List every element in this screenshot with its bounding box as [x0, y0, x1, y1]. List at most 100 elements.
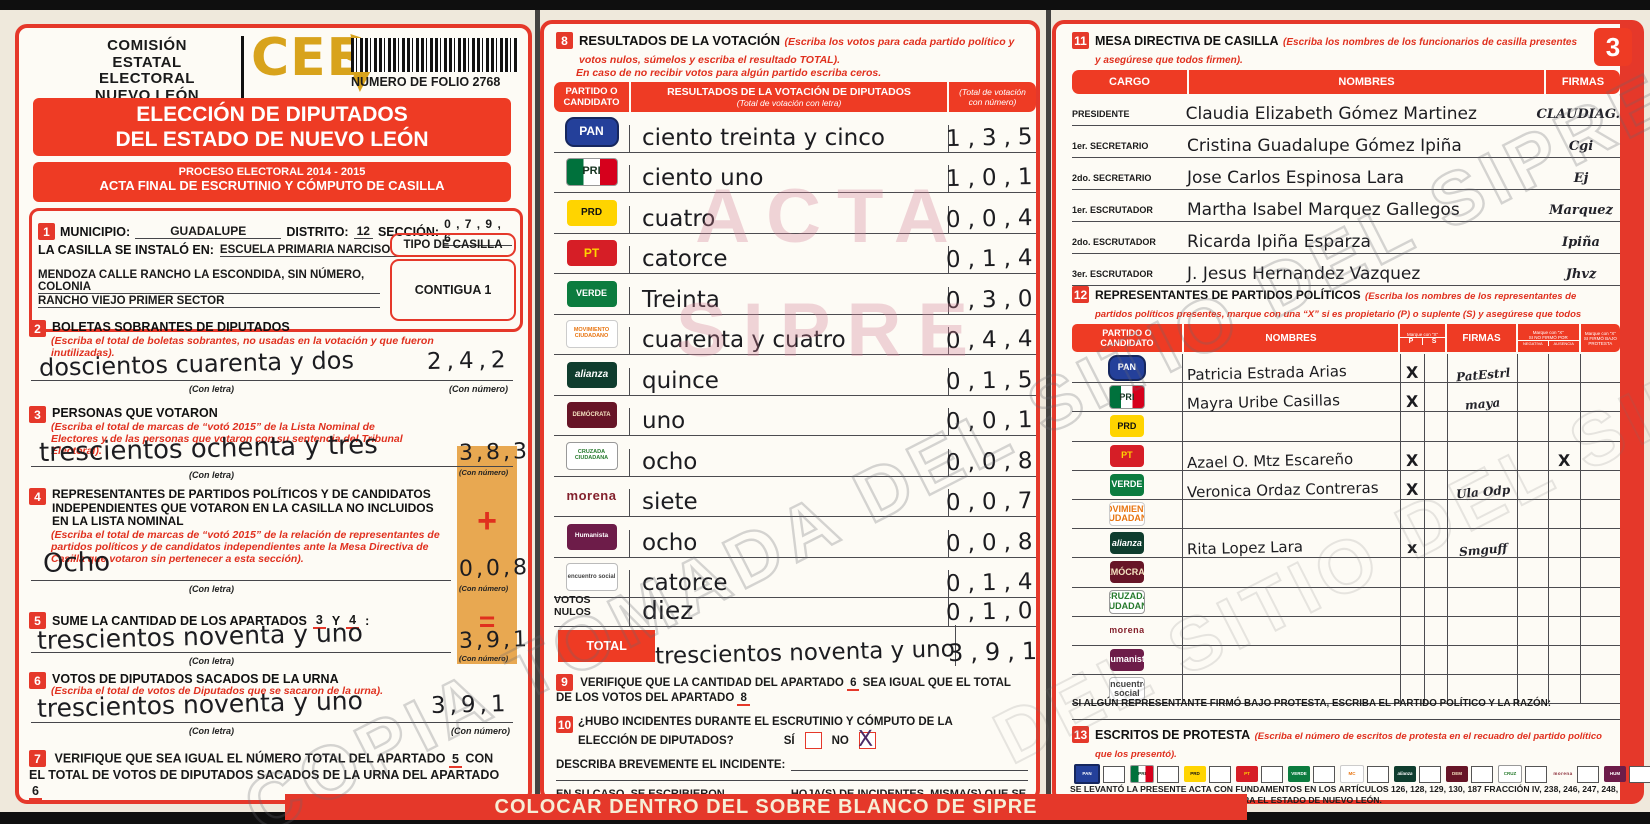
votes-number-field[interactable]: 0,0,1	[945, 406, 1040, 436]
votes-words-field[interactable]: ciento uno	[642, 165, 764, 191]
incidente-blank-line[interactable]	[556, 776, 1028, 781]
direccion-line2[interactable]: MENDOZA CALLE RANCHO LA ESCONDIDA, SIN N…	[38, 269, 380, 294]
seccion-field[interactable]: 0 , 7 , 9 , 6	[444, 217, 512, 246]
propietario-x-field[interactable]: x	[1407, 538, 1419, 558]
total-number-field[interactable]: 3,9,1	[947, 636, 1045, 668]
votes-words-field[interactable]: uno	[642, 408, 686, 434]
official-name-field[interactable]: Claudia Elizabeth Gómez Martinez	[1185, 104, 1477, 124]
votes-number-field[interactable]: 0,1,4	[945, 244, 1040, 274]
votes-number-field[interactable]: 0,1,5	[945, 366, 1040, 395]
votes-number-field[interactable]: 0,4,4	[945, 325, 1040, 355]
rep-row: Humanista	[1072, 645, 1620, 676]
votes-words-field[interactable]: catorce	[642, 246, 728, 272]
party-logo-icon: DEMÓCRATA	[566, 402, 617, 429]
boletas-sobrantes-number[interactable]: 2,4,2	[426, 346, 511, 376]
rep-name-field[interactable]: Patricia Estrada Arias	[1186, 362, 1347, 385]
votes-number-field[interactable]: 1,0,1	[945, 163, 1040, 193]
official-signature[interactable]: Ipiña	[1562, 235, 1600, 250]
protesta-blank-line[interactable]	[1072, 716, 1620, 720]
party-logo-icon: PRI	[565, 158, 618, 187]
org-name: COMISIÓN ESTATAL ELECTORAL NUEVO LEÓN	[57, 37, 237, 104]
representantes-votaron-number[interactable]: 0,0,8	[458, 555, 531, 582]
protesta-party-chip: PRD	[1184, 764, 1231, 784]
rep-name-field[interactable]: Mayra Uribe Casillas	[1186, 391, 1340, 414]
municipio-field[interactable]: GUADALUPE	[135, 224, 282, 239]
propietario-x-field[interactable]: X	[1406, 450, 1420, 470]
total-row: TOTAL trescientos noventa y uno 3,9,1	[554, 625, 1044, 670]
votos-urna-number[interactable]: 3,9,1	[430, 691, 510, 719]
ausencia-x-field[interactable]: X	[1558, 450, 1571, 470]
direccion-line1[interactable]: ESCUELA PRIMARIA NARCISO	[219, 244, 410, 257]
protesta-count-box[interactable]	[1577, 765, 1599, 783]
section-8-title: RESULTADOS DE LA VOTACIÓN	[579, 33, 781, 48]
votes-number-field[interactable]: 0,0,8	[945, 447, 1040, 476]
votes-words-field[interactable]: ocho	[642, 529, 698, 556]
rep-signature[interactable]: Smguff	[1458, 541, 1508, 560]
distrito-field[interactable]: 12	[353, 224, 373, 239]
protesta-count-box[interactable]	[1525, 765, 1547, 783]
protesta-count-box[interactable]	[1313, 765, 1335, 783]
protesta-count-box[interactable]	[1209, 765, 1231, 783]
official-signature[interactable]: Cgi	[1568, 139, 1594, 154]
votes-words-field[interactable]: cuatro	[642, 205, 716, 232]
votes-words-field[interactable]: ciento treinta y cinco	[642, 124, 885, 151]
party-logo-icon: PRD	[1109, 415, 1144, 438]
official-name-field[interactable]: Cristina Guadalupe Gómez Ipiña	[1187, 136, 1462, 156]
rep-signature[interactable]: Ula Odp	[1455, 482, 1511, 502]
official-name-field[interactable]: Jose Carlos Espinosa Lara	[1187, 168, 1405, 188]
rep-name-field[interactable]: Rita Lopez Lara	[1186, 537, 1303, 559]
official-name-field[interactable]: Martha Isabel Marquez Gallegos	[1187, 200, 1460, 220]
total-words-field[interactable]: trescientos noventa y uno	[654, 636, 956, 670]
rep-signature[interactable]: PatEstrl	[1455, 365, 1511, 385]
protesta-count-box[interactable]	[1367, 765, 1389, 783]
party-logo-icon: MOVIMIENTO CIUDADANO	[1108, 502, 1145, 527]
votes-number-field[interactable]: 0,0,8	[945, 528, 1040, 557]
section-13-note: (Escriba el número de escritos de protes…	[1095, 731, 1602, 760]
votes-number-field[interactable]: 0,0,4	[945, 204, 1040, 233]
personas-votaron-number[interactable]: 3,8,3	[458, 439, 531, 466]
propietario-x-field[interactable]: X	[1406, 479, 1420, 500]
acta-title: ACTA FINAL DE ESCRUTINIO Y CÓMPUTO DE CA…	[99, 178, 445, 193]
direccion-line3[interactable]: RANCHO VIEJO PRIMER SECTOR	[38, 295, 380, 308]
votes-words-field[interactable]: Treinta	[642, 286, 720, 313]
propietario-x-field[interactable]: X	[1406, 363, 1420, 383]
votes-words-field[interactable]: ocho	[642, 448, 698, 475]
con-letra-label: (Con letra)	[189, 584, 234, 594]
protesta-count-box[interactable]	[1103, 765, 1125, 783]
votes-number-field[interactable]: 0,3,0	[945, 285, 1040, 314]
votes-number-field[interactable]: 0,0,7	[945, 487, 1040, 517]
protesta-count-box[interactable]	[1157, 765, 1179, 783]
suma-number[interactable]: 3,9,1	[458, 627, 531, 654]
section-number: 5	[29, 612, 46, 629]
official-row: 1er. ESCRUTADOR Martha Isabel Marquez Ga…	[1072, 190, 1620, 222]
cargo-label: 1er. ESCRUTADOR	[1072, 205, 1153, 215]
official-name-field[interactable]: J. Jesus Hernandez Vazquez	[1187, 264, 1421, 284]
representantes-votaron-words[interactable]: Ocho	[42, 547, 111, 579]
section-number: 7	[29, 750, 46, 767]
protesta-count-box[interactable]	[1629, 765, 1650, 783]
con-letra-label: (Con letra)	[189, 384, 234, 394]
official-signature[interactable]: CLAUDIAG.	[1536, 107, 1620, 122]
tipo-casilla-value[interactable]: CONTIGUA 1	[390, 259, 516, 321]
rep-name-field[interactable]: Veronica Ordaz Contreras	[1186, 478, 1379, 502]
protesta-count-box[interactable]	[1419, 765, 1441, 783]
votos-nulos-words-field[interactable]: diez	[642, 595, 694, 625]
incidente-blank-line[interactable]	[791, 758, 1028, 771]
votos-nulos-number-field[interactable]: 0,1,0	[945, 597, 1040, 626]
protesta-count-box[interactable]	[1471, 765, 1493, 783]
protesta-count-box[interactable]	[1261, 765, 1283, 783]
propietario-x-field[interactable]: X	[1406, 392, 1420, 412]
si-checkbox[interactable]	[804, 732, 822, 749]
votes-number-field[interactable]: 1,3,5	[945, 123, 1040, 152]
official-name-field[interactable]: Ricarda Ipiña Esparza	[1187, 232, 1371, 252]
official-signature[interactable]: Ej	[1573, 171, 1589, 186]
rep-name-field[interactable]: Azael O. Mtz Escareño	[1186, 449, 1354, 472]
no-checkbox[interactable]: X	[858, 727, 876, 752]
votes-words-field[interactable]: cuarenta y cuatro	[642, 327, 846, 353]
official-signature[interactable]: Jhvz	[1565, 267, 1597, 282]
rep-signature[interactable]: maya	[1464, 395, 1501, 413]
votes-words-field[interactable]: siete	[642, 489, 698, 515]
votes-words-field[interactable]: quince	[642, 367, 719, 394]
official-signature[interactable]: Marquez	[1549, 203, 1613, 218]
total-label: TOTAL	[558, 629, 656, 662]
